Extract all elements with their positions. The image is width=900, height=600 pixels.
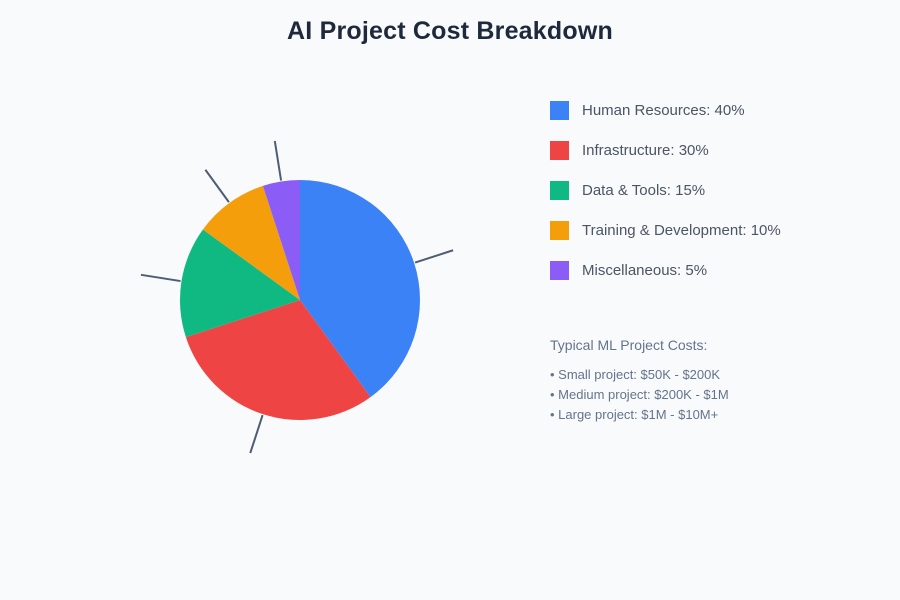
leader-line-miscellaneous	[273, 140, 283, 181]
leader-line-data-tools	[140, 273, 181, 283]
chart-title: AI Project Cost Breakdown	[287, 17, 613, 45]
notes-item-3: • Large project: $1M - $10M+	[550, 407, 719, 422]
legend-swatch-infrastructure	[550, 140, 569, 160]
legend-label-miscellaneous: Miscellaneous: 5%	[582, 261, 708, 279]
pie-chart	[140, 140, 454, 454]
legend-item-infrastructure: Infrastructure: 30%	[550, 140, 781, 160]
notes-item-1: • Small project: $50K - $200K	[550, 367, 721, 382]
legend-item-human-resources: Human Resources: 40%	[550, 100, 781, 120]
legend-label-data-tools: Data & Tools: 15%	[582, 181, 706, 199]
pie-slice-infrastructure	[185, 300, 371, 420]
leader-line-infrastructure	[249, 414, 264, 454]
legend-swatch-training-development	[550, 220, 569, 240]
pie-slice-miscellaneous	[262, 180, 300, 300]
chart-legend: Human Resources: 40% Infrastructure: 30% D…	[550, 100, 781, 280]
pie-slice-data-tools	[179, 229, 300, 338]
legend-item-training-development: Training & Development: 10%	[550, 220, 781, 240]
legend-swatch-human-resources	[550, 100, 569, 120]
notes-block: Typical ML Project Costs: • Small projec…	[550, 335, 729, 425]
legend-swatch-miscellaneous	[550, 260, 569, 280]
pie-slice-human-resources	[300, 180, 420, 398]
legend-label-training-development: Training & Development: 10%	[582, 221, 781, 239]
legend-swatch-data-tools	[550, 180, 569, 200]
legend-label-human-resources: Human Resources: 40%	[582, 101, 745, 119]
pie-slice-training-development	[202, 185, 300, 300]
legend-item-data-tools: Data & Tools: 15%	[550, 180, 781, 200]
notes-item-2: • Medium project: $200K - $1M	[550, 387, 729, 402]
leader-line-training-development	[204, 169, 230, 203]
notes-heading: Typical ML Project Costs:	[550, 337, 708, 353]
leader-line-human-resources	[414, 249, 454, 264]
legend-item-miscellaneous: Miscellaneous: 5%	[550, 260, 781, 280]
notes-list: • Small project: $50K - $200K • Medium pr…	[550, 365, 729, 425]
legend-label-infrastructure: Infrastructure: 30%	[582, 141, 709, 159]
